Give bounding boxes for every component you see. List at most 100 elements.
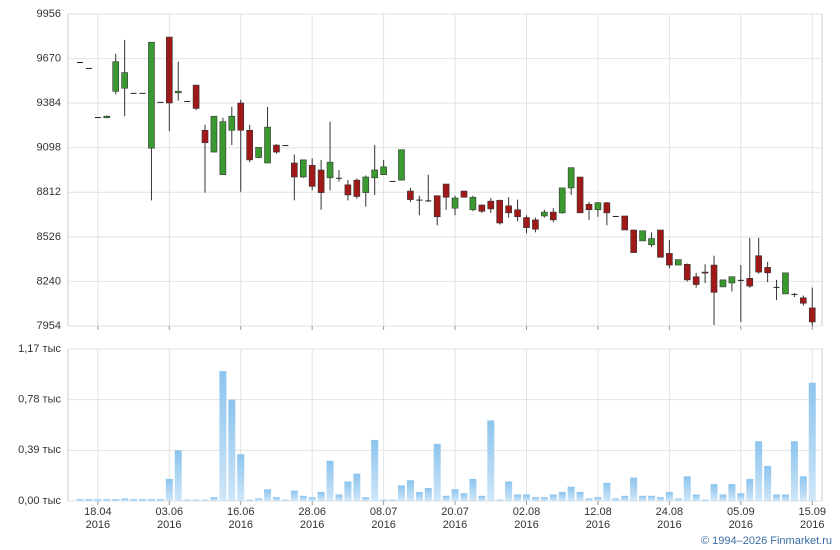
x-tick-label: 28.06 2016 [298,506,326,531]
candle-body [541,211,548,217]
volume-bar [219,371,227,501]
candle-body [273,144,280,153]
volume-bar [147,499,155,501]
candle-body [782,272,789,295]
candle-body [478,204,486,212]
volume-bar [255,498,263,501]
candle-body [407,190,414,200]
candle-body [85,67,92,69]
volume-bar [85,499,93,501]
volume-bar [397,485,405,501]
candle-body [621,215,629,231]
volume-bar [692,494,700,501]
candle-body [308,165,316,187]
candle-body [219,121,227,175]
volume-bar [451,489,459,501]
volume-bar [174,450,182,501]
candle-body [773,286,780,288]
volume-bar [523,494,530,501]
y-tick-label: 8240 [37,275,61,287]
volume-bar [201,499,209,501]
candle-body [130,92,137,94]
volume-bar [755,441,763,501]
candle-body [764,267,771,274]
volume-bar [246,499,254,501]
x-tick-label: 05.09 2016 [727,506,755,531]
candle-body [657,229,664,258]
candle-body [139,92,146,94]
candle-body [442,183,450,198]
volume-bar [317,491,325,501]
volume-bar [389,499,397,501]
volume-bar [371,439,379,501]
copyright: © 1994–2026 Finmarket.ru [700,535,832,547]
candle-body [416,199,423,201]
volume-bar [424,488,432,501]
volume-bar [112,499,120,501]
candle-body [451,197,459,209]
volume-bar [540,497,548,501]
candle-body [148,41,155,149]
volume-bar [344,481,352,501]
y-tick-label: 8526 [37,231,61,243]
candle-body [121,72,128,89]
candle-body [710,264,718,293]
candle-body [94,117,101,119]
y-tick-label: 0,00 тыс [18,495,61,507]
volume-bar [576,491,584,501]
candle-body [737,279,744,281]
volume-bar [362,497,370,501]
y-tick-label: 0,78 тыс [18,394,61,406]
candle-body [603,202,611,214]
x-tick-label: 24.08 2016 [655,506,684,531]
volume-bar [442,495,450,501]
candle-body [487,200,495,210]
candle-body [192,84,200,109]
candle-body [585,203,593,211]
candle-body [264,126,271,164]
candle-body [648,238,655,246]
y-tick-label: 7954 [37,320,61,332]
volume-bar [94,499,102,501]
volume-bar [656,497,664,501]
candle-body [728,276,736,284]
candle-body [701,271,709,274]
candle-body [317,169,325,193]
candle-body [112,61,120,92]
volume-bar [728,484,736,501]
volume-bar [415,491,423,501]
candle-body [800,297,807,304]
x-tick-label: 20.07 2016 [441,506,469,531]
volume-bar [683,476,691,501]
volume-bar [514,494,522,501]
volume-bar [746,478,754,501]
y-tick-label: 0,39 тыс [18,444,61,456]
volume-bar [308,497,316,501]
candle-body [299,159,307,178]
volume-bar [326,460,334,501]
volume-bar [567,486,575,501]
volume-bar [799,476,807,501]
candle-body [174,90,182,94]
volume-bar [478,495,486,501]
volume-bar [272,497,280,501]
candle-body [371,169,378,179]
candle-body [255,147,262,158]
volume-bar [380,499,388,501]
volume-bar [719,494,727,501]
candle-body [77,62,83,63]
volume-bar [228,399,236,501]
volume-bar [808,382,816,501]
volume-bar [121,498,129,501]
volume-bar [665,491,673,501]
volume-bar [290,490,298,501]
candle-body [326,161,334,179]
volume-bar [585,498,593,501]
candle-body [692,276,700,285]
candle-body [558,187,566,214]
x-tick-label: 02.08 2016 [512,506,541,531]
y-tick-label: 9098 [37,142,61,154]
candle-body [630,229,637,253]
volume-bar [639,495,647,501]
